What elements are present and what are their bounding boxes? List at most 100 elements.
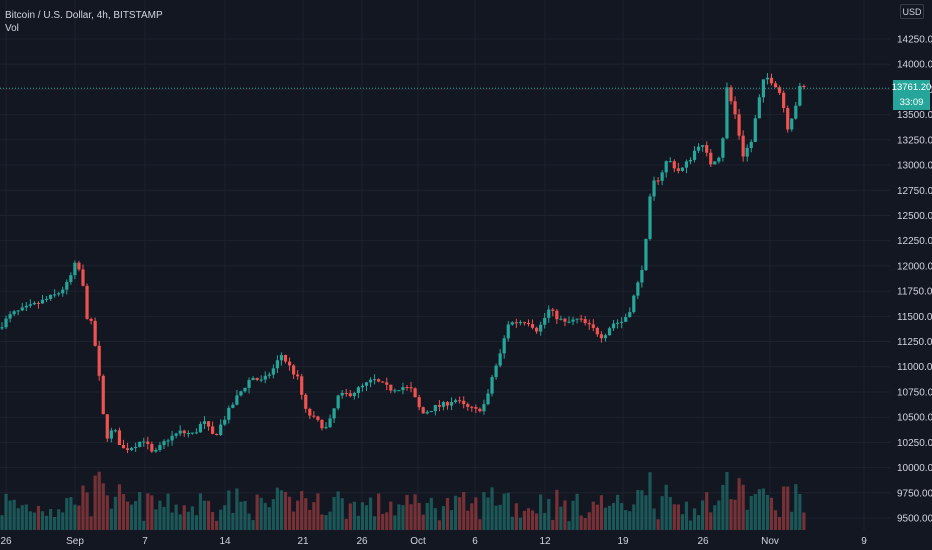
candle-body xyxy=(16,310,20,312)
volume-bar xyxy=(701,500,705,530)
volume-bar xyxy=(312,502,316,530)
volume-bar xyxy=(368,497,373,530)
volume-bar xyxy=(271,499,275,530)
volume-bar xyxy=(583,518,587,530)
volume-bar xyxy=(709,512,713,530)
candle-body xyxy=(287,361,292,366)
time-axis: 26 Sep 7 14 21 26 Oct 6 12 19 26 Nov 9 xyxy=(0,536,867,547)
symbol-title[interactable]: Bitcoin / U.S. Dollar, 4h, BITSTAMP xyxy=(5,10,163,21)
volume-bar xyxy=(377,493,381,530)
volume-bar xyxy=(745,509,749,530)
volume-bar xyxy=(462,492,466,530)
volume-indicator-label[interactable]: Vol xyxy=(5,23,19,34)
candle-body xyxy=(89,318,93,321)
candle-body xyxy=(381,381,385,383)
volume-bar xyxy=(757,489,761,530)
volume-bar xyxy=(231,512,235,530)
volume-bar xyxy=(498,504,502,530)
candle-body xyxy=(190,432,194,434)
volume-bar xyxy=(482,492,486,530)
volume-bar xyxy=(765,494,770,530)
y-tick-label: 12250.00 xyxy=(897,236,932,247)
y-tick-label: 13250.00 xyxy=(897,135,932,146)
volume-bar xyxy=(194,515,198,530)
candle-body xyxy=(603,335,608,339)
candle-body xyxy=(737,114,741,136)
candle-body xyxy=(49,294,53,299)
volume-bar xyxy=(73,504,77,530)
volume-bar xyxy=(219,509,223,530)
volume-bar xyxy=(688,520,693,530)
volume-bar xyxy=(543,512,547,530)
candle-body xyxy=(749,141,753,149)
volume-bar xyxy=(429,497,433,530)
volume-bar xyxy=(36,505,41,530)
candle-body xyxy=(320,419,324,429)
volume-bar xyxy=(101,483,105,530)
candle-body xyxy=(721,138,725,158)
volume-bar xyxy=(12,499,16,530)
candle-body xyxy=(198,423,203,433)
volume-bar xyxy=(364,505,369,530)
currency-badge[interactable]: USD xyxy=(900,4,924,19)
candle-body xyxy=(360,385,365,388)
volume-bar xyxy=(725,472,729,530)
candle-body xyxy=(567,321,571,323)
candle-body xyxy=(697,146,701,151)
candle-body xyxy=(782,92,786,108)
candle-body xyxy=(794,105,798,119)
volume-bar xyxy=(611,502,616,530)
volume-bar xyxy=(514,503,518,530)
volume-bar xyxy=(616,494,620,530)
volume-bar xyxy=(352,501,356,530)
candle-body xyxy=(20,307,24,311)
volume-bar xyxy=(215,520,219,530)
volume-bar xyxy=(190,506,194,530)
volume-bar xyxy=(61,512,65,530)
candle-body xyxy=(154,449,158,452)
volume-bar xyxy=(263,502,267,530)
candle-body xyxy=(271,368,275,375)
volume-bar xyxy=(223,505,227,530)
candle-body xyxy=(717,157,721,162)
candle-body xyxy=(539,324,543,332)
volume-bar xyxy=(53,517,57,530)
bar-countdown-tag: 33:09 xyxy=(893,95,930,110)
candle-body xyxy=(607,328,612,336)
candle-body xyxy=(620,321,624,323)
volume-bar xyxy=(705,492,709,530)
candle-body xyxy=(373,379,377,381)
candle-body xyxy=(624,317,628,322)
candle-body xyxy=(595,327,599,335)
candle-body xyxy=(632,295,636,313)
volume-bar xyxy=(591,501,595,530)
volume-bar xyxy=(336,491,340,530)
volume-bar xyxy=(595,504,599,530)
candle-body xyxy=(85,285,89,319)
x-tick-label: Nov xyxy=(761,536,779,547)
volume-bar xyxy=(579,515,583,530)
current-price-tag: 13761.20 xyxy=(891,80,932,95)
candle-body xyxy=(316,416,320,420)
candle-body xyxy=(283,355,288,362)
volume-bar xyxy=(445,497,450,530)
volume-bar xyxy=(324,515,328,530)
volume-bar xyxy=(202,500,207,530)
volume-bar xyxy=(494,505,498,530)
candle-body xyxy=(93,320,97,346)
candle-body xyxy=(235,395,239,405)
candle-body xyxy=(514,322,518,324)
volume-bar xyxy=(421,514,425,530)
volume-bar xyxy=(713,505,717,530)
candle-body xyxy=(101,375,105,415)
volume-bar xyxy=(125,501,130,530)
candle-body xyxy=(786,107,790,130)
volume-bar xyxy=(620,503,624,530)
candle-body xyxy=(178,430,182,434)
candle-body xyxy=(304,394,308,409)
chart-grid xyxy=(0,0,890,530)
candle-body xyxy=(648,196,652,239)
volume-bar xyxy=(178,514,182,530)
volume-bar xyxy=(97,471,101,530)
